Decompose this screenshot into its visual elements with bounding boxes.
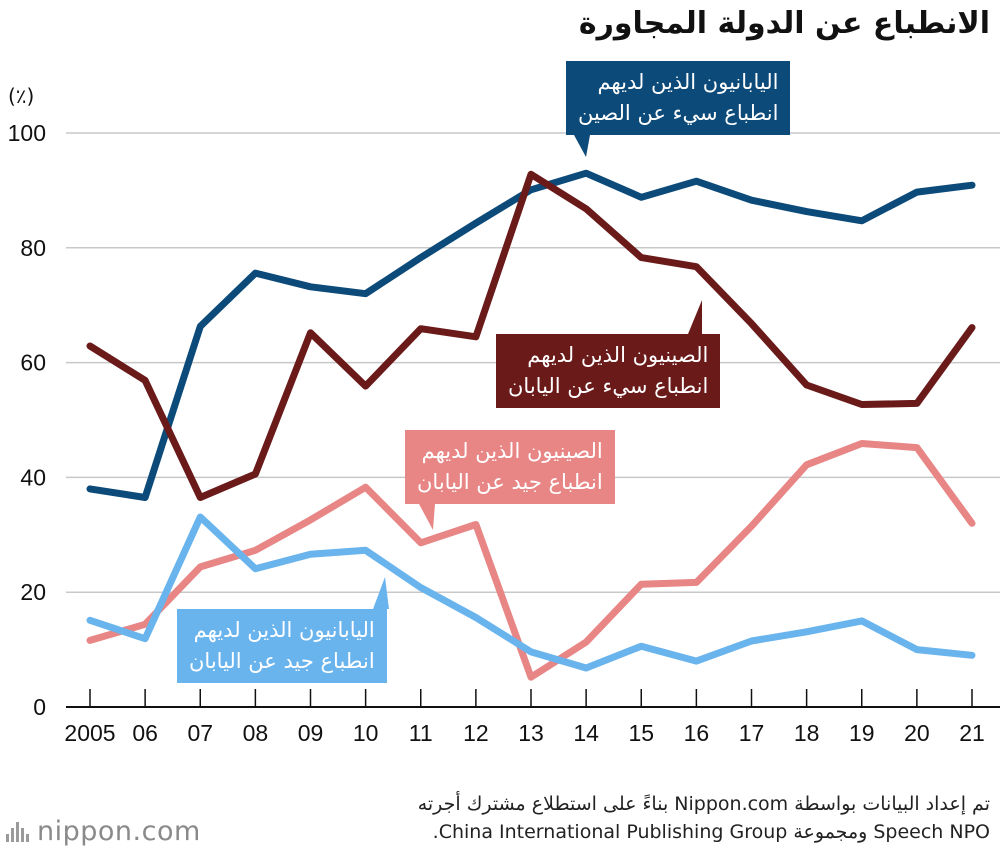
logo-mark-icon	[6, 820, 29, 842]
y-tick-label: 60	[20, 350, 46, 376]
callout-pointer	[688, 300, 702, 334]
source-note: تم إعداد البيانات بواسطة Nippon.com بناء…	[270, 790, 990, 846]
callout-china-bad-japan: الصينيون الذين لديهم انطباع سيء عن الياب…	[496, 300, 721, 408]
callout-japan-bad-china: اليابانيون الذين لديهم انطباع سيء عن الص…	[566, 61, 791, 157]
x-tick-label: 11	[409, 720, 433, 746]
x-tick-label: 09	[298, 720, 324, 746]
callout-text-line2: انطباع جيد عن اليابان	[417, 470, 603, 494]
callout-japan-good-japan: اليابانيون الذين لديهم انطباع جيد عن الي…	[177, 577, 389, 683]
x-tick-label: 21	[959, 720, 985, 746]
callout-china-good-japan: الصينيون الذين لديهم انطباع جيد عن الياب…	[405, 430, 615, 530]
series-lines	[86, 169, 976, 681]
y-tick-label: 20	[20, 579, 46, 605]
source-line-1: تم إعداد البيانات بواسطة Nippon.com بناء…	[417, 793, 990, 815]
x-tick-label: 18	[794, 720, 820, 746]
x-tick-label: 16	[684, 720, 710, 746]
chart-title: الانطباع عن الدولة المجاورة	[578, 6, 990, 41]
y-axis-unit: (٪)	[8, 84, 35, 108]
x-tick-label: 15	[628, 720, 654, 746]
callout-pointer	[419, 504, 435, 530]
y-axis-ticks: 0 20 40 60 80 100	[8, 120, 46, 720]
callout-text-line1: الصينيون الذين لديهم	[421, 439, 603, 463]
callout-pointer	[373, 577, 389, 609]
callout-text-line1: اليابانيون الذين لديهم	[597, 70, 779, 94]
x-tick-label: 06	[132, 720, 158, 746]
x-tick-label: 19	[849, 720, 875, 746]
y-tick-label: 80	[20, 235, 46, 261]
x-axis: 2005 06 07 08 09 10 11 12 13 14 15 16 17 18 19 20 21	[64, 689, 1000, 746]
y-tick-label: 100	[8, 120, 46, 146]
callout-text-line2: انطباع سيء عن اليابان	[508, 374, 709, 398]
series-line-4	[86, 513, 976, 672]
callout-text-line1: اليابانيون الذين لديهم	[193, 618, 375, 642]
x-tick-label: 08	[243, 720, 269, 746]
x-tick-label: 2005	[64, 720, 115, 746]
x-tick-label: 10	[353, 720, 379, 746]
source-line-2: Speech NPO ومجموعة China International P…	[432, 821, 990, 843]
nippon-logo: nippon.com	[6, 815, 201, 847]
y-tick-label: 0	[33, 694, 46, 720]
series-line-1	[86, 169, 976, 501]
x-tick-label: 20	[904, 720, 930, 746]
x-tick-label: 07	[187, 720, 213, 746]
logo-text: nippon.com	[37, 815, 201, 847]
callout-text-line2: انطباع جيد عن اليابان	[189, 649, 375, 673]
callout-pointer	[574, 135, 590, 157]
x-tick-label: 13	[518, 720, 544, 746]
x-tick-label: 14	[573, 720, 599, 746]
x-tick-label: 17	[739, 720, 765, 746]
callout-text-line2: انطباع سيء عن الصين	[578, 101, 779, 125]
series-line-2	[86, 170, 976, 501]
y-tick-label: 40	[20, 464, 46, 490]
callout-text-line1: الصينيون الذين لديهم	[527, 343, 709, 367]
x-tick-label: 12	[463, 720, 489, 746]
